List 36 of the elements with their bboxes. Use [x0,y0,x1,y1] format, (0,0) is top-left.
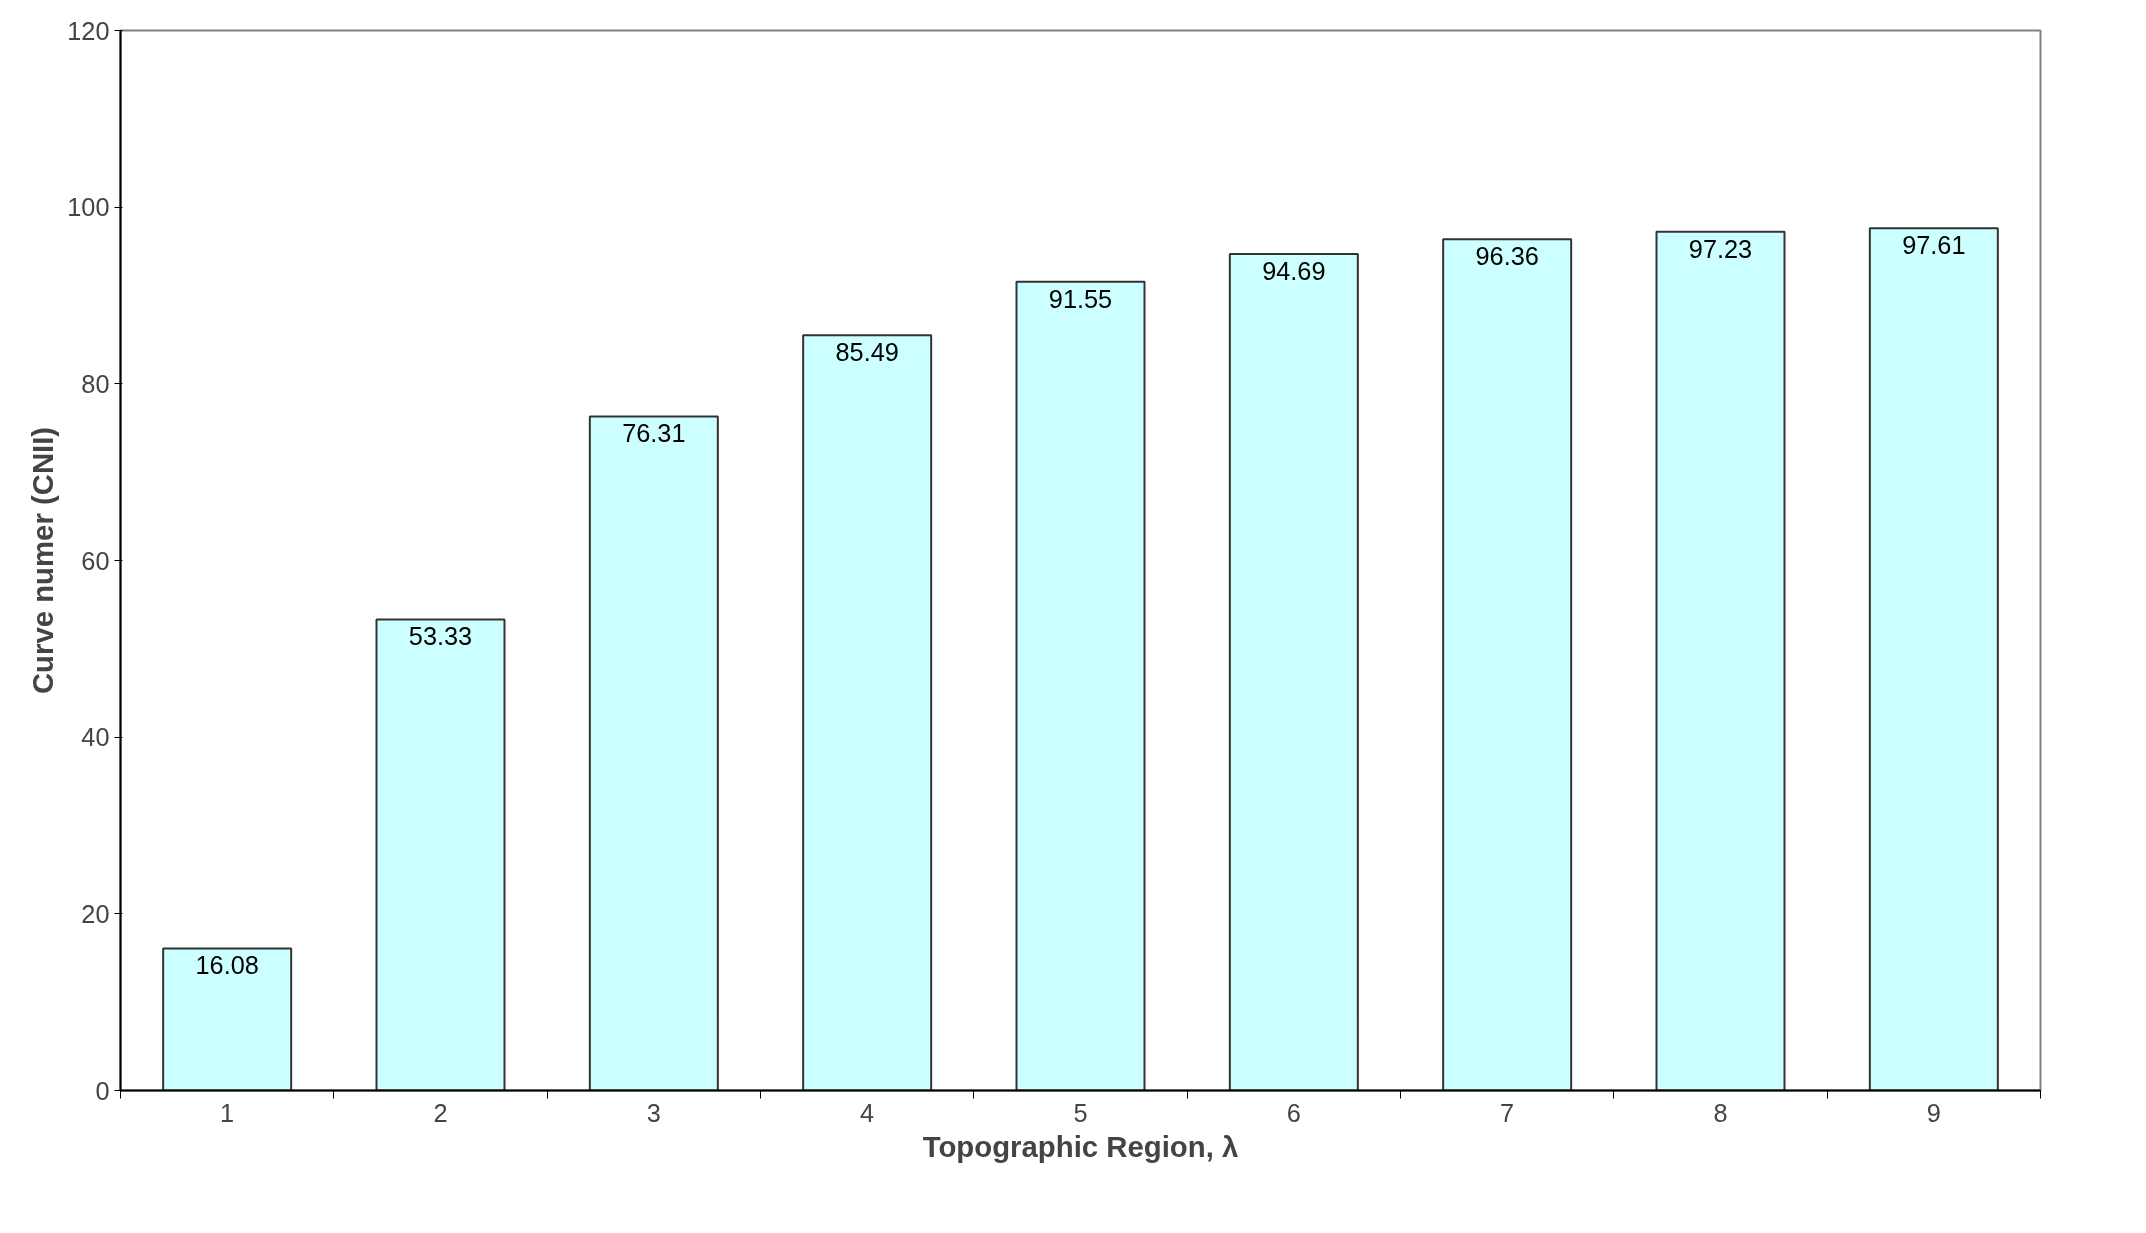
bar [162,947,293,1091]
data-label: 53.33 [408,622,473,651]
x-tick-label: 7 [1500,1098,1515,1127]
data-label: 97.23 [1688,234,1753,263]
x-tick-label: 4 [860,1098,875,1127]
y-tick-label: 120 [67,16,110,45]
bar [1442,238,1573,1091]
bar [1015,280,1146,1091]
x-tick-label: 3 [646,1098,661,1127]
bar [375,618,506,1091]
y-tick-label: 100 [67,193,110,222]
y-axis-title: Curve numer (CNII) [26,426,60,695]
y-tick-label: 20 [81,899,110,928]
x-tick-label: 2 [433,1098,448,1127]
y-tick-label: 60 [81,546,110,575]
x-tick-label: 6 [1286,1098,1301,1127]
x-tick-label: 8 [1713,1098,1728,1127]
y-tick-label: 40 [81,723,110,752]
data-label: 16.08 [195,951,259,980]
data-label: 97.61 [1902,231,1966,260]
data-label: 96.36 [1475,242,1539,271]
data-label: 91.55 [1048,284,1113,313]
bar [588,415,719,1091]
data-label: 76.31 [622,419,686,448]
bar [1868,227,1999,1091]
y-tick-label: 0 [95,1076,110,1105]
y-tick-label: 80 [81,369,110,398]
x-tick-label: 9 [1926,1098,1941,1127]
x-tick-label: 1 [220,1098,235,1127]
bar [802,334,933,1091]
bar [1655,230,1786,1091]
data-label: 94.69 [1262,257,1326,286]
data-label: 85.49 [835,338,899,367]
x-tick-label: 5 [1073,1098,1088,1127]
x-axis-title: Topographic Region, λ [922,1129,1239,1163]
bar [1228,253,1359,1091]
